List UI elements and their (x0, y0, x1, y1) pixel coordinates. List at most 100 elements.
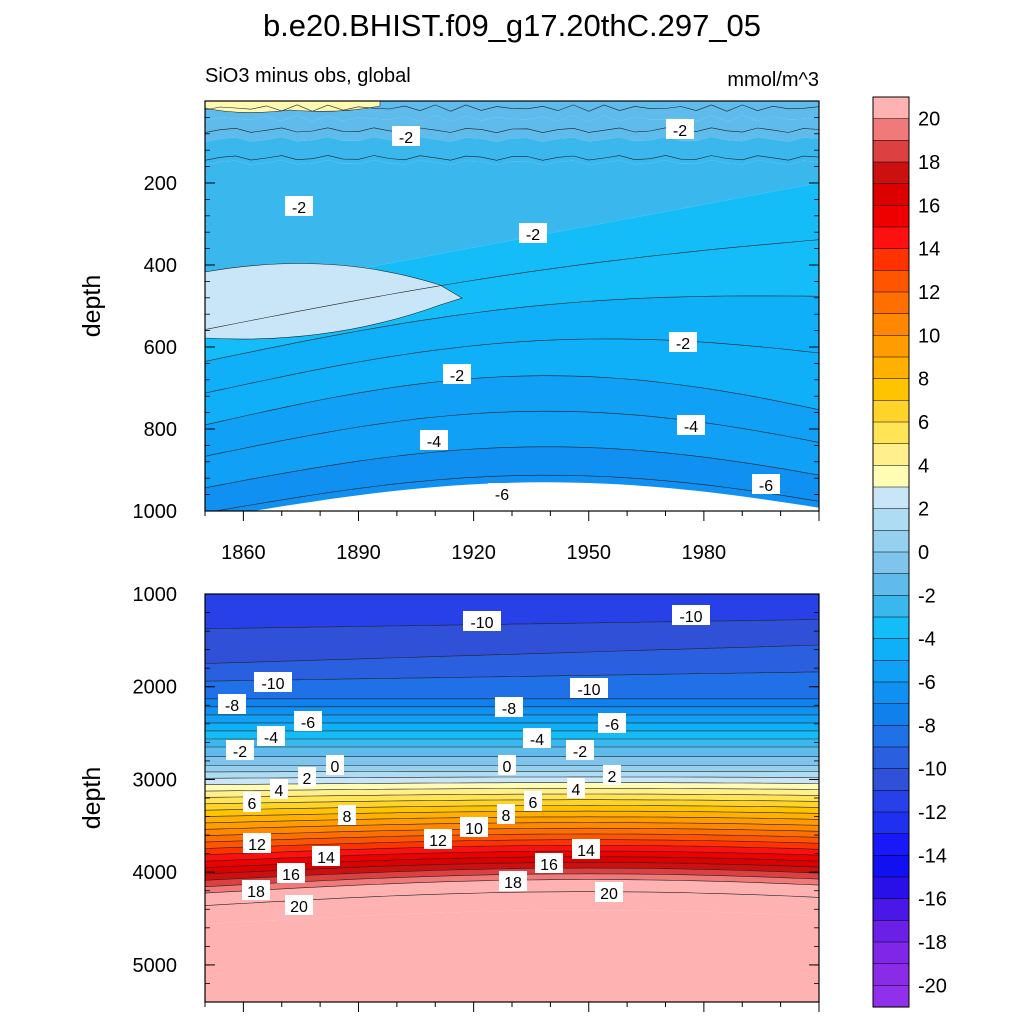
svg-text:-6: -6 (495, 487, 509, 504)
colorbar-label: 18 (918, 152, 940, 174)
bottom-band (205, 782, 819, 792)
colorbar-label: 0 (918, 542, 929, 564)
svg-text:-4: -4 (684, 419, 698, 436)
bottom-contour-label: 20 (595, 882, 623, 903)
svg-text:0: 0 (503, 759, 512, 776)
colorbar-label: -14 (918, 845, 947, 867)
bottom-band (205, 730, 819, 739)
top-contour-line (205, 104, 819, 112)
top-band (205, 295, 819, 394)
svg-text:18: 18 (247, 884, 265, 901)
colorbar-box (872, 920, 910, 943)
top-ytick-label: 400 (144, 255, 177, 277)
top-band (205, 446, 819, 511)
colorbar-label: -6 (918, 672, 936, 694)
bottom-contour-line (205, 856, 819, 868)
top-pale-lens (205, 263, 463, 340)
colorbar-box (872, 400, 910, 423)
svg-text:-6: -6 (759, 478, 773, 495)
colorbar-label: -18 (918, 932, 947, 954)
svg-text:-2: -2 (399, 130, 413, 147)
bottom-contour-label: -6 (598, 713, 626, 734)
colorbar-box (872, 530, 910, 553)
units-label: mmol/m^3 (727, 69, 819, 91)
svg-text:-2: -2 (676, 336, 690, 353)
svg-text:4: 4 (275, 783, 284, 800)
svg-text:-2: -2 (673, 123, 687, 140)
top-contour-line (205, 375, 819, 426)
colorbar-box (872, 118, 910, 141)
top-contour-label: -2 (519, 223, 547, 244)
colorbar-box (872, 205, 910, 228)
top-contour-label: -2 (666, 119, 694, 140)
top-ytick-label: 600 (144, 337, 177, 359)
svg-text:2: 2 (303, 771, 312, 788)
svg-text:-10: -10 (577, 682, 600, 699)
colorbar-box (872, 356, 910, 380)
top-band (205, 160, 819, 298)
bottom-contour-label: -2 (566, 740, 594, 761)
top-contour-line (205, 127, 819, 134)
bottom-contour-label: -8 (495, 697, 523, 718)
bottom-contour-label: 6 (524, 791, 542, 812)
top-ylabel: depth (78, 275, 106, 338)
bottom-band (205, 671, 819, 699)
bottom-contour-label: 18 (499, 871, 527, 892)
bottom-contour-label: 0 (326, 755, 344, 776)
svg-text:-4: -4 (264, 730, 278, 747)
colorbar-box (872, 270, 910, 293)
bottom-band (205, 828, 819, 843)
bottom-ytick-label: 4000 (133, 862, 178, 884)
colorbar-box (872, 855, 910, 878)
colorbar-frame (872, 96, 910, 1008)
bottom-contour-line (205, 619, 819, 630)
top-band (205, 375, 819, 457)
bottom-contour-label: 10 (460, 817, 488, 838)
bottom-band (205, 851, 819, 868)
svg-text:12: 12 (248, 837, 266, 854)
bottom-band (205, 879, 819, 906)
colorbar-box (872, 833, 910, 856)
colorbar-box (872, 335, 910, 358)
bottom-band (205, 776, 819, 785)
top-band (205, 137, 819, 165)
bottom-band (205, 739, 819, 747)
bottom-contour-label: -10 (672, 605, 710, 626)
bottom-band (205, 714, 819, 723)
bottom-band (205, 910, 819, 1002)
bottom-band (205, 594, 819, 629)
bottom-contour-line (205, 867, 819, 881)
bottom-ytick-label: 5000 (133, 955, 178, 977)
bottom-contour-label: 4 (270, 779, 288, 800)
top-band (205, 338, 819, 425)
svg-text:6: 6 (248, 796, 257, 813)
colorbar-box (872, 421, 910, 445)
bottom-band (205, 722, 819, 731)
top-contour-line (205, 410, 819, 457)
bottom-contour-label: 4 (567, 778, 585, 799)
bottom-contour-label: 16 (277, 863, 305, 884)
colorbar-box (872, 898, 910, 921)
colorbar-box (872, 725, 910, 748)
colorbar-box (872, 248, 910, 271)
svg-text:14: 14 (577, 843, 595, 860)
top-contour-line (205, 446, 819, 489)
top-contour-label: -4 (677, 415, 705, 436)
bottom-contour-line (205, 799, 819, 805)
colorbar-box (872, 140, 910, 163)
bottom-band (205, 845, 819, 862)
top-contour-label: -2 (285, 196, 313, 217)
svg-text:16: 16 (540, 857, 558, 874)
x-tick-label: 1860 (221, 542, 266, 564)
svg-text:-6: -6 (605, 717, 619, 734)
colorbar-label: 12 (918, 282, 940, 304)
top-contour-label: -2 (669, 332, 697, 353)
bottom-contour-label: 20 (285, 895, 313, 916)
svg-text:8: 8 (502, 808, 511, 825)
svg-text:-8: -8 (225, 698, 239, 715)
bottom-contour-label: 8 (497, 804, 515, 825)
bottom-contour-line (205, 839, 819, 849)
colorbar-box (872, 443, 910, 466)
chart-title: b.e20.BHIST.f09_g17.20thC.297_05 (263, 8, 761, 43)
